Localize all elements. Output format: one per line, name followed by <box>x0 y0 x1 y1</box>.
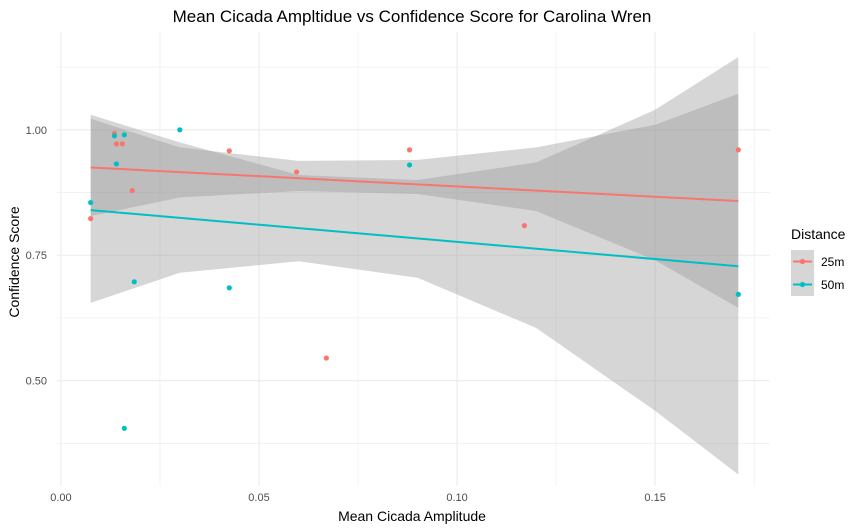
legend-label: 25m <box>821 255 844 269</box>
data-point-50m <box>121 425 127 431</box>
confidence-band-50m <box>90 57 739 475</box>
data-point-50m <box>226 285 232 291</box>
fit-line-50m <box>90 209 739 268</box>
x-tick-label: 0.10 <box>446 492 467 504</box>
data-point-50m <box>406 162 413 168</box>
legend-title: Distance <box>791 226 846 242</box>
confidence-band-25m <box>90 93 739 308</box>
confidence-bands <box>90 57 739 475</box>
data-point-25m <box>226 148 232 154</box>
data-point-50m <box>177 127 183 133</box>
chart-title: Mean Cicada Ampltidue vs Confidence Scor… <box>173 7 652 26</box>
data-point-25m <box>323 355 329 361</box>
data-point-25m <box>294 169 300 175</box>
x-tick-label: 0.15 <box>644 492 665 504</box>
data-point-50m <box>121 132 127 138</box>
data-point-25m <box>88 216 94 222</box>
data-point-25m <box>521 223 528 229</box>
grid-lines <box>57 32 770 486</box>
legend-key-point <box>799 281 806 288</box>
legend: Distance 25m 50m <box>791 226 846 296</box>
y-axis-title: Confidence Score <box>6 206 22 318</box>
legend-label: 50m <box>821 278 844 292</box>
fit-lines <box>90 166 739 268</box>
data-point-50m <box>88 199 94 206</box>
data-point-50m <box>113 161 120 167</box>
x-tick-label: 0.00 <box>50 492 71 504</box>
y-tick-label: 0.75 <box>26 250 47 262</box>
legend-item-25m: 25m <box>791 250 844 273</box>
data-point-25m <box>129 187 135 194</box>
fit-line-25m <box>90 166 739 203</box>
y-tick-label: 1.00 <box>26 125 47 137</box>
x-axis-title: Mean Cicada Amplitude <box>338 508 486 524</box>
data-point-25m <box>735 147 741 153</box>
axis-ticks: 0.00 0.05 0.10 0.15 0.50 0.75 1.00 <box>26 125 666 504</box>
data-point-50m <box>735 291 741 297</box>
data-point-50m <box>131 279 137 285</box>
legend-item-50m: 50m <box>791 273 844 296</box>
data-points <box>88 127 741 431</box>
data-point-50m <box>111 133 118 139</box>
y-tick-label: 0.50 <box>26 376 47 388</box>
x-tick-label: 0.05 <box>248 492 269 504</box>
data-point-25m <box>119 141 125 147</box>
legend-key-point <box>799 258 806 265</box>
data-point-25m <box>406 147 413 153</box>
data-point-25m <box>113 141 120 147</box>
